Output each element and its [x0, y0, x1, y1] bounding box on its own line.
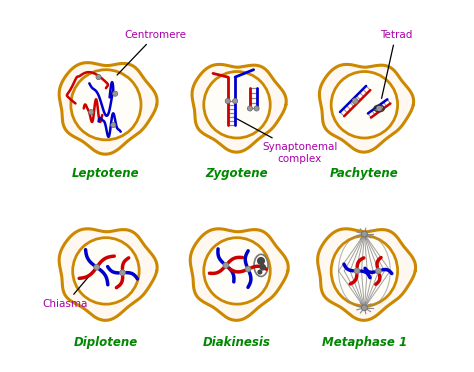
- Circle shape: [254, 106, 259, 111]
- Text: Centromere: Centromere: [117, 30, 187, 75]
- Circle shape: [352, 98, 358, 104]
- Text: Zygotene: Zygotene: [206, 167, 268, 180]
- Ellipse shape: [204, 71, 270, 138]
- Circle shape: [119, 270, 126, 276]
- Ellipse shape: [331, 71, 398, 138]
- Text: Chiasma: Chiasma: [43, 269, 95, 309]
- Polygon shape: [190, 229, 288, 320]
- Circle shape: [258, 258, 264, 264]
- Circle shape: [112, 91, 118, 96]
- Ellipse shape: [331, 236, 398, 306]
- Text: Diakinesis: Diakinesis: [203, 336, 271, 349]
- Polygon shape: [318, 229, 416, 320]
- Circle shape: [223, 262, 229, 268]
- Circle shape: [247, 106, 253, 111]
- Circle shape: [376, 106, 382, 112]
- Circle shape: [260, 264, 265, 270]
- Ellipse shape: [204, 238, 270, 304]
- Polygon shape: [319, 64, 414, 152]
- Circle shape: [225, 99, 230, 104]
- Circle shape: [245, 266, 251, 272]
- Polygon shape: [59, 229, 157, 320]
- Circle shape: [354, 268, 360, 274]
- Circle shape: [375, 268, 382, 274]
- Circle shape: [362, 231, 367, 237]
- Ellipse shape: [71, 70, 141, 140]
- Circle shape: [258, 270, 262, 274]
- Circle shape: [233, 99, 238, 104]
- Circle shape: [89, 110, 94, 115]
- Text: Diplotene: Diplotene: [74, 336, 138, 349]
- Text: Tetrad: Tetrad: [380, 30, 412, 98]
- Circle shape: [362, 305, 367, 311]
- Ellipse shape: [73, 238, 139, 304]
- Text: Metaphase 1: Metaphase 1: [322, 336, 407, 349]
- Polygon shape: [192, 64, 286, 152]
- Polygon shape: [59, 62, 157, 154]
- Text: Pachytene: Pachytene: [330, 167, 399, 180]
- Text: Leptotene: Leptotene: [72, 167, 140, 180]
- Text: Synaptonemal
complex: Synaptonemal complex: [234, 117, 337, 164]
- Circle shape: [111, 122, 116, 128]
- Circle shape: [94, 264, 100, 270]
- Circle shape: [96, 74, 101, 80]
